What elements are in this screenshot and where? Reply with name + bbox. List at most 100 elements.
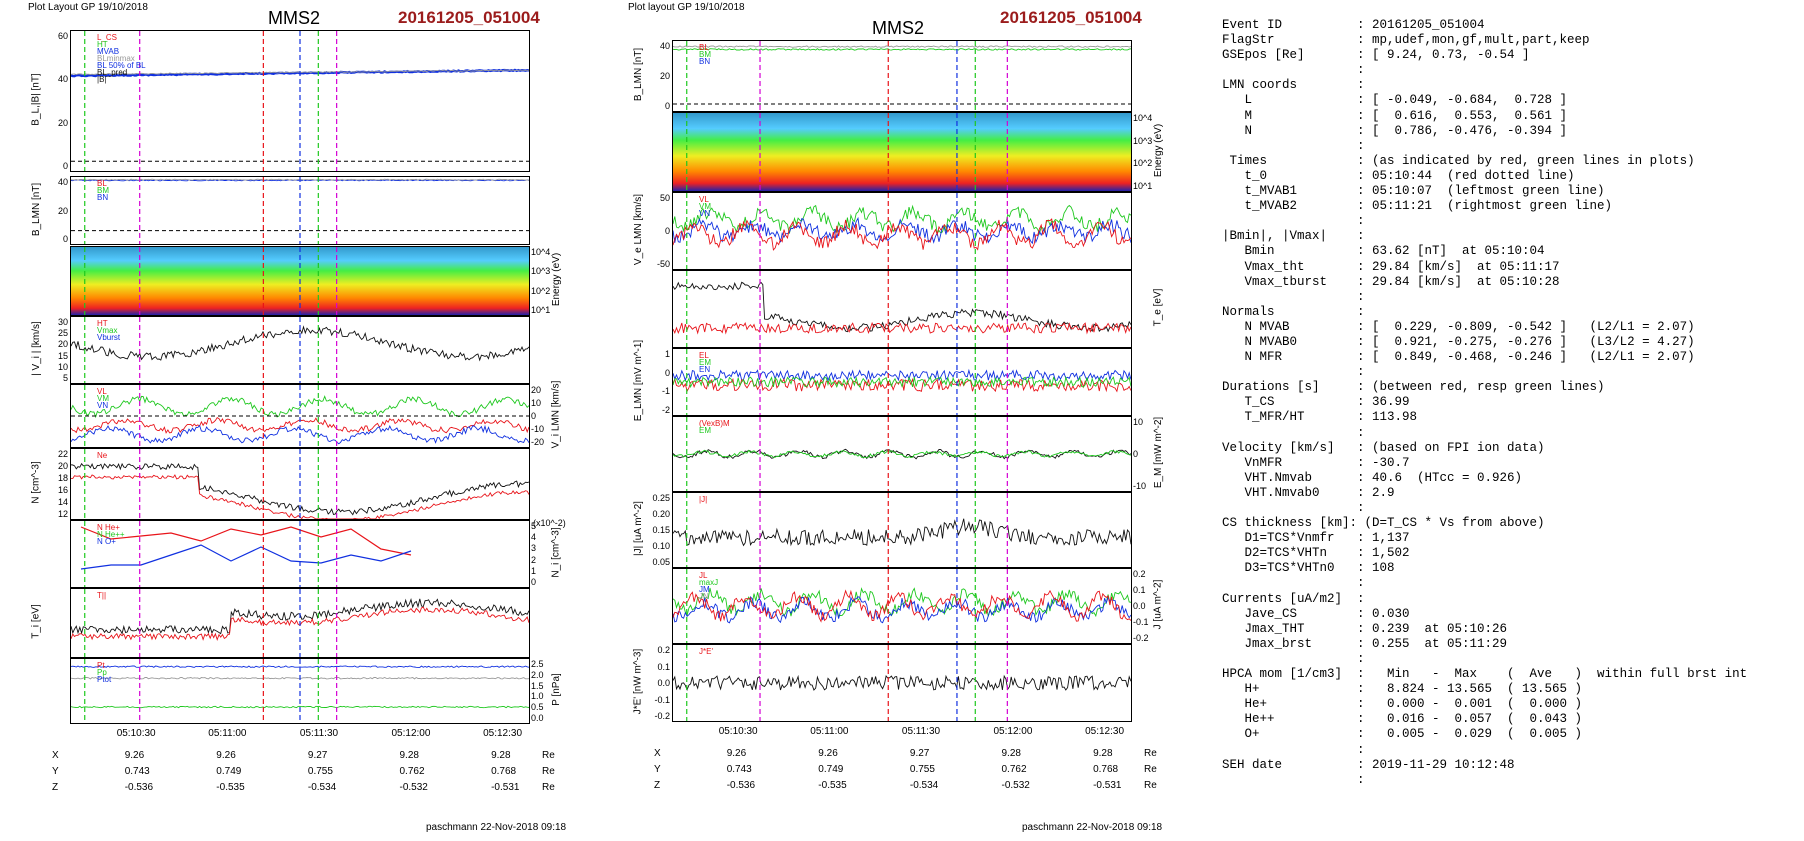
axis-tick-label: 0.25 [652, 493, 670, 503]
axis-tick-label: 1.0 [531, 691, 544, 702]
plot-panel: JL maxJ JM JN [672, 568, 1132, 644]
info-line: FlagStr : mp,udef,mon,gf,mult,part,keep [1222, 33, 1590, 48]
panel-plot-area [71, 317, 529, 383]
info-line: N MFR : [ 0.849, -0.468, -0.246 ] (L2/L1… [1222, 350, 1695, 365]
info-line: N MVAB0 : [ 0.921, -0.275, -0.276 ] (L3/… [1222, 334, 1695, 349]
axis-label: P [nPa] [550, 673, 562, 706]
axis-label: B_L,|B| [nT] [30, 73, 42, 126]
info-line: H+ : 8.824 - 13.565 ( 13.565 ) [1222, 682, 1583, 697]
legend-entry: BL_pred [97, 68, 128, 77]
axis-tick-label: -0.2 [1133, 633, 1149, 643]
info-line: VHT.Nmvab0 : 2.9 [1222, 485, 1395, 500]
coord-value: -0.532 [399, 782, 428, 793]
legend-entry: J*E' [699, 647, 713, 656]
axis-tick-label: 0.1 [1133, 585, 1146, 595]
axis-tick-label: 20 [531, 385, 542, 395]
panel-plot-area [673, 271, 1131, 347]
coord-value: 0.755 [909, 764, 935, 775]
axis-tick-label: 0 [531, 577, 537, 587]
info-line: t_0 : 05:10:44 (red dotted line) [1222, 168, 1575, 183]
coord-unit: Re [542, 782, 555, 793]
legend-entry: L_CS [97, 33, 118, 42]
info-line: t_MVAB1 : 05:10:07 (leftmost green line) [1222, 184, 1605, 199]
time-tick-label: 05:11:30 [901, 726, 941, 737]
coord-value: 0.768 [1093, 764, 1119, 775]
plot-panel: BL BM BN [70, 176, 530, 245]
legend-entry: N He++ [97, 530, 125, 539]
legend-entry: EM [699, 426, 711, 435]
legend-entry: BM [699, 50, 711, 59]
time-tick-label: 05:11:30 [299, 728, 339, 739]
right-header: Plot layout GP 19/10/2018 [628, 2, 745, 13]
legend-entry: VM [97, 394, 109, 403]
coord-value: -0.532 [1001, 780, 1030, 791]
info-line: Vmax_tburst : 29.84 [km/s] at 05:10:28 [1222, 274, 1560, 289]
coord-value: 9.27 [307, 750, 328, 761]
axis-tick-label: 1 [531, 565, 537, 576]
time-tick-label: 05:12:00 [993, 726, 1033, 737]
axis-tick-label: 10 [1133, 417, 1144, 427]
legend-entry: T|| [97, 591, 107, 600]
axis-tick-label: 22 [57, 449, 68, 459]
info-line: LMN coords : [1222, 78, 1365, 93]
he-plus-series [80, 526, 412, 556]
axis-label: | V_i | [km/s] [30, 321, 42, 376]
plot-panel [672, 112, 1132, 192]
time-tick-label: 05:12:30 [483, 728, 523, 739]
coord-value: 0.749 [818, 764, 844, 775]
legend-entry: N He+ [97, 523, 120, 532]
series-line [673, 595, 1131, 624]
legend-entry: EL [699, 351, 709, 360]
info-line: Jave_CS : 0.030 [1222, 606, 1410, 621]
right-spacecraft-title: MMS2 [872, 18, 925, 38]
info-line: Durations [s] : (between red, resp green… [1222, 380, 1605, 395]
coord-value: 0.755 [307, 766, 333, 777]
info-line: Currents [uA/m2] : [1222, 591, 1365, 606]
axis-tick-label: 2.5 [531, 659, 544, 669]
info-line: T_MFR/HT : 113.98 [1222, 410, 1418, 425]
left-header: Plot Layout GP 19/10/2018 [28, 2, 148, 13]
legend-entry: VL [97, 387, 107, 396]
axis-tick-label: 0 [62, 161, 68, 171]
info-line: : [1222, 365, 1365, 380]
axis-tick-label: -0.2 [654, 711, 670, 721]
axis-label: J*E' [nW m^-3] [632, 648, 644, 715]
axis-tick-label: 0.5 [531, 702, 544, 713]
legend-entry: VM [699, 202, 711, 211]
legend-entry: BLminmax [97, 54, 135, 63]
coord-value: 0.749 [216, 766, 242, 777]
coord-value: 0.743 [124, 766, 150, 777]
plot-panel: |J| [672, 492, 1132, 568]
coord-row-label: Y [654, 764, 661, 775]
panel-plot-area [71, 449, 529, 519]
legend-entry: BN [699, 57, 711, 66]
info-line: Vmax_tht : 29.84 [km/s] at 05:11:17 [1222, 259, 1560, 274]
legend-entry: EM [699, 358, 711, 367]
plot-panel: VL VM VN [70, 384, 530, 448]
legend-entry: JL [699, 571, 708, 580]
axis-tick-label: 2 [531, 554, 537, 565]
series-line [673, 377, 1131, 393]
coord-value: 9.26 [124, 750, 145, 761]
legend-entry: |J| [699, 495, 708, 504]
info-line: VHT.Nmvab : 40.6 (HTcc = 0.926) [1222, 470, 1523, 485]
axis-tick-label: 0.05 [652, 557, 670, 567]
axis-tick-label: 10^2 [1133, 158, 1153, 169]
axis-tick-label: 0 [664, 101, 670, 111]
series-line [71, 705, 529, 709]
axis-tick-label: 0 [664, 226, 670, 236]
coord-unit: Re [542, 750, 555, 761]
event-info-text: Event ID : 20161205_051004 FlagStr : mp,u… [1222, 18, 1747, 788]
axis-tick-label: 10^3 [531, 266, 551, 277]
coord-value: 0.743 [726, 764, 752, 775]
axis-tick-label: -0.1 [1133, 617, 1149, 627]
left-event-title: 20161205_051004 [398, 8, 540, 27]
series-line [673, 449, 1131, 459]
time-tick-label: 05:10:30 [116, 728, 156, 739]
legend-entry: Pp [97, 668, 107, 677]
plot-panel [70, 246, 530, 316]
panel-plot-area [80, 521, 412, 587]
coord-value: 9.28 [399, 750, 419, 761]
legend-entry: HT [97, 319, 108, 328]
coord-value: 9.28 [1001, 748, 1021, 759]
